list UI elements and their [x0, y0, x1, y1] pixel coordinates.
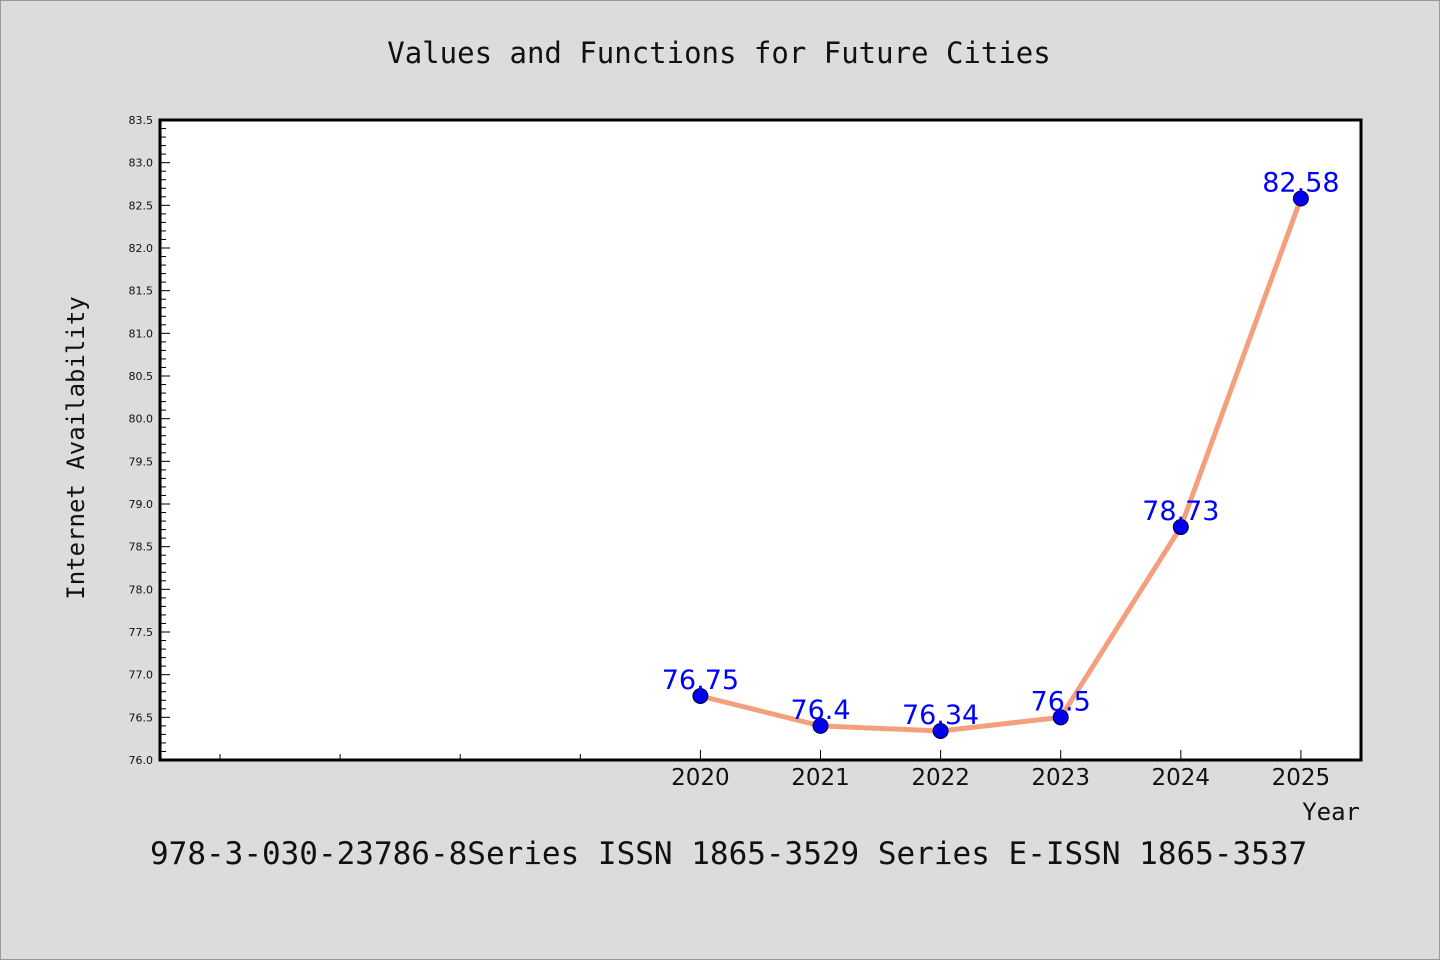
data-label: 78.73 — [1142, 496, 1219, 527]
x-tick-label: 2025 — [1272, 765, 1331, 791]
data-label: 76.75 — [662, 665, 739, 696]
y-tick-label: 80.5 — [129, 370, 154, 383]
x-tick-label: 2022 — [911, 765, 970, 791]
data-label: 82.58 — [1262, 168, 1339, 199]
x-tick-label: 2021 — [791, 765, 850, 791]
y-tick-label: 78.5 — [129, 541, 154, 554]
y-tick-label: 83.0 — [129, 157, 154, 170]
data-point — [692, 688, 709, 704]
series-group: 76.75 76.4 76.34 76.5 78.73 82.58 — [662, 168, 1340, 739]
data-point — [1172, 519, 1189, 536]
y-tick-label: 77.5 — [129, 626, 154, 639]
y-tick-label: 77.0 — [129, 669, 154, 682]
y-tick-label: 82.0 — [129, 242, 154, 255]
y-tick-label: 79.5 — [129, 455, 154, 468]
y-tick-label: 82.5 — [129, 199, 154, 212]
y-axis-ticks: 76.0 76.5 77.0 77.5 78.0 78.5 79.0 79.5 80.0 80.5… — [129, 114, 170, 767]
plot-area — [158, 118, 1363, 762]
data-label: 76.5 — [1031, 686, 1091, 717]
y-axis-title: Internet Availability — [62, 296, 90, 599]
series-line — [697, 196, 1304, 734]
y-tick-label: 83.5 — [129, 114, 154, 127]
y-tick-label: 79.0 — [129, 498, 154, 511]
data-point — [932, 722, 949, 739]
y-tick-label: 81.0 — [129, 327, 154, 340]
x-axis-ticks: 2020 2021 2022 2023 2024 2025 — [219, 750, 1331, 791]
y-tick-label: 81.5 — [129, 285, 154, 298]
data-point — [1052, 709, 1069, 726]
x-tick-label: 2023 — [1031, 765, 1090, 791]
y-tick-label: 76.0 — [129, 754, 154, 767]
isbn-caption: 978-3-030-23786-8Series ISSN 1865-3529 S… — [150, 836, 1307, 872]
data-label: 76.34 — [902, 700, 979, 731]
y-tick-label: 78.0 — [129, 583, 154, 596]
data-label: 76.4 — [790, 695, 850, 726]
data-point — [1292, 190, 1309, 207]
chart-title: Values and Functions for Future Cities — [387, 36, 1050, 70]
x-tick-label: 2020 — [671, 765, 730, 791]
x-tick-label: 2024 — [1152, 765, 1211, 791]
y-tick-label: 76.5 — [129, 711, 154, 724]
y-tick-label: 80.0 — [129, 413, 154, 426]
data-point — [812, 717, 829, 734]
x-axis-title: Year — [1302, 798, 1360, 826]
